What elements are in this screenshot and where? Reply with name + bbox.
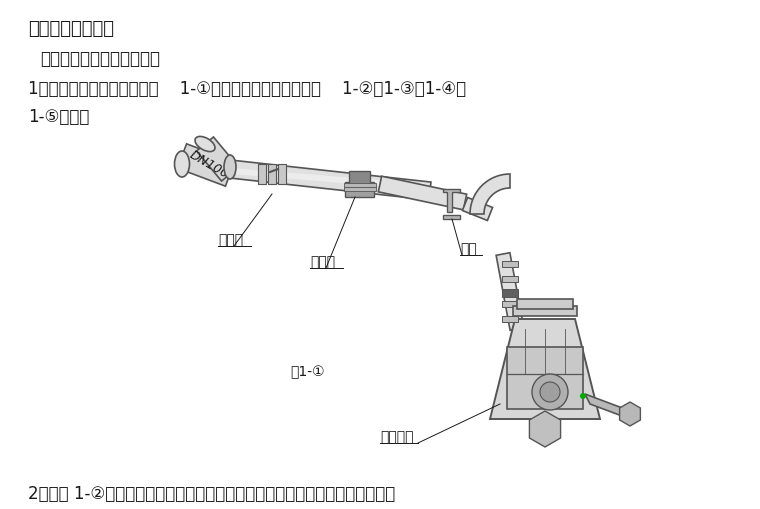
FancyBboxPatch shape — [346, 183, 375, 198]
Polygon shape — [496, 253, 524, 331]
Bar — [502, 276, 518, 282]
Text: 图1-①: 图1-① — [290, 364, 325, 378]
Text: 支架: 支架 — [460, 242, 477, 256]
Polygon shape — [197, 138, 239, 182]
Ellipse shape — [175, 152, 189, 178]
Bar — [278, 165, 286, 185]
Polygon shape — [462, 198, 492, 221]
Text: 1-⑤所示。: 1-⑤所示。 — [28, 108, 90, 126]
Text: 1、灭火装置管路安装图如图    1-①所示，详细安装方法如图    1-②、1-③、1-④、: 1、灭火装置管路安装图如图 1-①所示，详细安装方法如图 1-②、1-③、1-④… — [28, 80, 466, 98]
Polygon shape — [470, 175, 510, 215]
Polygon shape — [530, 411, 561, 447]
Bar — [502, 262, 518, 267]
Polygon shape — [229, 161, 431, 201]
Text: 检修阀: 检修阀 — [218, 233, 243, 246]
Bar — [502, 317, 518, 322]
FancyBboxPatch shape — [350, 172, 371, 185]
Bar — [268, 165, 276, 185]
Polygon shape — [443, 216, 460, 219]
Polygon shape — [378, 177, 467, 210]
Circle shape — [580, 393, 586, 399]
Circle shape — [540, 382, 560, 402]
Text: 七、施工注意事项: 七、施工注意事项 — [28, 20, 114, 38]
Bar — [502, 290, 518, 297]
Bar — [502, 301, 518, 307]
Bar — [344, 184, 376, 188]
Bar — [517, 299, 573, 309]
Text: 2、如图 1-②将两管管螺纹和检修阀螺纹口的孔依次对齐，然后将检修阀按顺时: 2、如图 1-②将两管管螺纹和检修阀螺纹口的孔依次对齐，然后将检修阀按顺时 — [28, 484, 395, 502]
Bar — [513, 306, 577, 317]
Text: 消防水炮: 消防水炮 — [380, 429, 413, 443]
Polygon shape — [232, 168, 428, 190]
Ellipse shape — [195, 137, 215, 152]
Ellipse shape — [224, 156, 236, 180]
Circle shape — [532, 374, 568, 410]
Polygon shape — [619, 402, 641, 426]
Polygon shape — [443, 190, 460, 213]
Bar — [258, 165, 266, 185]
Polygon shape — [585, 394, 630, 419]
Text: （一）、灭火管路设备安装: （一）、灭火管路设备安装 — [40, 50, 160, 68]
Polygon shape — [490, 319, 600, 419]
Bar — [344, 188, 376, 191]
Text: 电磁阀: 电磁阀 — [310, 254, 335, 268]
Text: DN100: DN100 — [187, 148, 231, 180]
Bar — [507, 347, 583, 409]
Polygon shape — [177, 145, 235, 187]
